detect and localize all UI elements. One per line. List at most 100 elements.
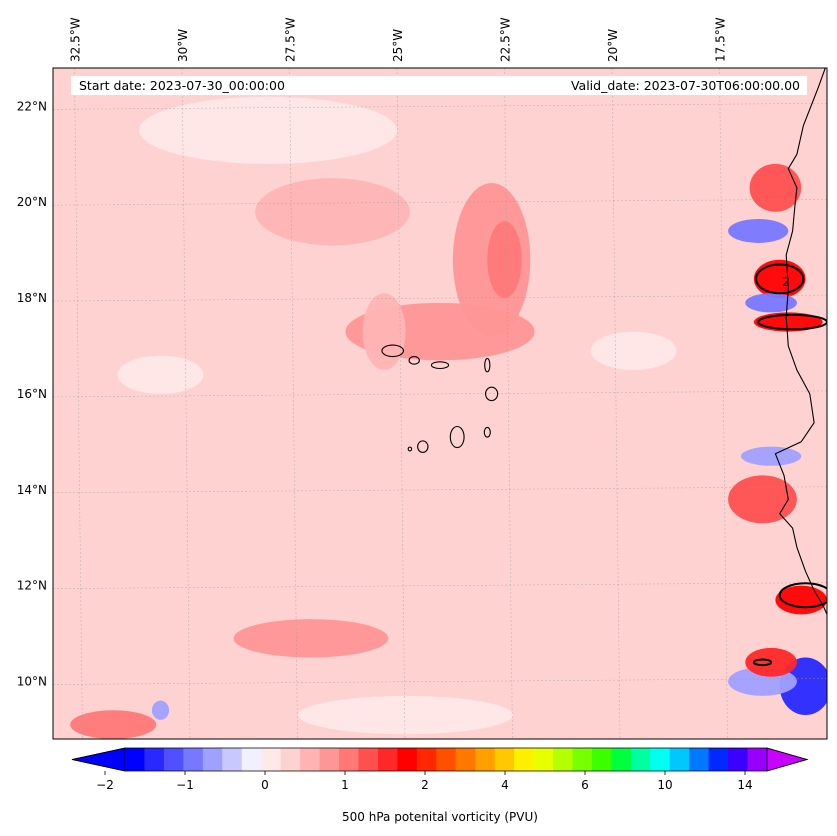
colorbar-swatch	[377, 748, 398, 771]
colorbar-ticks: −2 −1 0 1 2 4 6 10 14	[96, 771, 753, 792]
parallel-line	[53, 198, 827, 206]
lon-label: 25°W	[391, 29, 405, 62]
colorbar-swatch	[163, 748, 184, 771]
parallel-line	[53, 390, 827, 398]
parallel-line	[53, 294, 827, 302]
colorbar-tick-label: 10	[657, 778, 672, 792]
colorbar-swatch	[300, 748, 320, 771]
colorbar-under-arrow	[71, 747, 126, 772]
cape-verde-island	[483, 426, 491, 438]
cape-verde-island	[449, 425, 465, 449]
start-date-label: Start date: 2023-07-30_00:00:00	[79, 78, 285, 93]
parallel-line	[53, 678, 827, 685]
pv-blob	[139, 96, 397, 164]
pv-blob	[749, 163, 802, 212]
pv-field	[70, 96, 827, 739]
colorbar-swatch	[416, 748, 437, 771]
pv-blob	[70, 710, 157, 739]
cape-verde-island	[381, 344, 405, 358]
colorbar-swatch	[319, 748, 340, 771]
colorbar-swatch	[183, 748, 204, 771]
colorbar-swatch	[241, 748, 262, 771]
colorbar-tick-label: 6	[581, 778, 589, 792]
colorbar-swatch	[436, 748, 457, 771]
colorbar-swatch	[339, 748, 359, 771]
cape-verde-island	[485, 386, 499, 402]
colorbar-swatch	[533, 748, 554, 771]
cape-verde-island	[407, 446, 413, 452]
colorbar-swatch	[475, 748, 496, 771]
colorbar-swatch	[611, 748, 632, 771]
map-background	[53, 68, 827, 739]
lat-label: 20°N	[17, 195, 47, 209]
lat-label: 12°N	[17, 579, 47, 593]
map-frame	[52, 67, 828, 740]
colorbar-swatch	[397, 748, 418, 771]
pv-blob	[151, 700, 170, 720]
parallel-line	[53, 103, 827, 110]
colorbar-swatch	[222, 748, 243, 771]
colorbar-swatch	[125, 748, 145, 771]
colorbar-swatch	[708, 748, 729, 771]
colorbar-tick-label: 14	[737, 778, 752, 792]
colorbar: −2 −1 0 1 2 4 6 10 14 500 hPa potenital vorticit…	[71, 747, 809, 824]
pv-contour	[755, 263, 805, 295]
header-background	[71, 76, 807, 95]
lon-label: 32.5°W	[69, 17, 83, 62]
pv-blob	[728, 218, 789, 243]
colorbar-tick-label: 2	[421, 778, 429, 792]
colorbar-swatch	[630, 748, 651, 771]
colorbar-swatch	[144, 748, 165, 771]
colorbar-swatch	[728, 748, 748, 771]
pv-blob	[741, 446, 802, 466]
colorbar-outline	[71, 747, 809, 772]
pv-blob	[745, 293, 797, 313]
header-band: Start date: 2023-07-30_00:00:00 Valid_da…	[71, 76, 807, 95]
pv-blob	[117, 355, 204, 394]
map-panel: 2	[52, 67, 828, 740]
lat-label: 10°N	[17, 674, 47, 688]
colorbar-swatch	[514, 748, 534, 771]
pv-blob	[255, 178, 410, 246]
pv-blob	[233, 619, 389, 658]
pv-blob	[487, 221, 522, 299]
gridlines	[53, 68, 827, 739]
contour-label: 2	[782, 275, 790, 289]
lat-label: 18°N	[17, 291, 47, 305]
colorbar-tick-label: 0	[261, 778, 269, 792]
lon-label: 30°W	[176, 29, 190, 62]
valid-date-label: Valid_date: 2023-07-30T06:00:00.00	[571, 78, 800, 93]
cape-verde-island	[417, 440, 429, 453]
colorbar-swatch	[650, 748, 671, 771]
colorbar-swatch	[747, 748, 768, 771]
pv-blob	[298, 695, 514, 735]
lon-label: 22.5°W	[499, 17, 513, 62]
cape-verde-island	[484, 357, 491, 373]
parallel-line	[53, 486, 827, 494]
colorbar-label: 500 hPa potenital vorticity (PVU)	[342, 810, 538, 824]
lat-label: 22°N	[17, 99, 47, 113]
colorbar-swatch	[280, 748, 301, 771]
colorbar-swatch	[553, 748, 573, 771]
colorbar-swatch	[358, 748, 379, 771]
colorbar-over-arrow	[766, 747, 809, 772]
colorbar-swatch	[572, 748, 593, 771]
pv-blob	[753, 259, 806, 299]
colorbar-swatch	[261, 748, 282, 771]
colorbar-swatch	[689, 748, 710, 771]
pv-blob	[590, 331, 677, 370]
pv-blob	[728, 475, 797, 524]
lon-label: 27.5°W	[284, 17, 298, 62]
longitude-labels: 32.5°W 30°W 27.5°W 25°W 22.5°W 20°W 17.5°W	[69, 17, 728, 62]
colorbar-swatch	[202, 748, 223, 771]
colorbar-swatch	[669, 748, 690, 771]
lon-label: 17.5°W	[714, 17, 728, 62]
cape-verde-island	[430, 361, 450, 370]
colorbar-swatch	[591, 748, 612, 771]
cape-verde-island	[408, 355, 420, 365]
colorbar-tick-label: −2	[96, 778, 114, 792]
colorbar-tick-label: −1	[176, 778, 194, 792]
colorbar-tick-label: 1	[341, 778, 349, 792]
lat-label: 16°N	[17, 387, 47, 401]
